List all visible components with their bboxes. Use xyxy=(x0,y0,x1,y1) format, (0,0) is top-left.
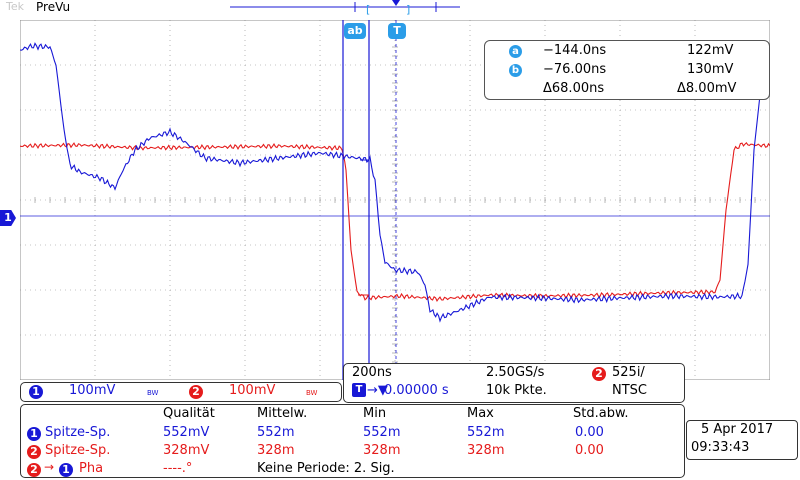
header-std-dev: Std.abw. xyxy=(573,406,629,421)
date-label: 5 Apr 2017 xyxy=(701,422,774,437)
time-label: 09:33:43 xyxy=(691,440,750,455)
horizontal-position: 0.00000 s xyxy=(384,383,449,398)
row2-mean: 328m xyxy=(257,443,295,458)
row1-mean: 552m xyxy=(257,425,295,440)
cursor-a-voltage: 122mV xyxy=(687,43,734,58)
row2-min: 328m xyxy=(363,443,401,458)
trigger-arrow-icon: →▼ xyxy=(367,383,388,398)
ch1-scale[interactable]: 100mV xyxy=(69,383,116,398)
cursor-ab-tag[interactable]: ab xyxy=(344,23,366,39)
horizontal-scale: 200ns xyxy=(352,365,392,380)
ch1-waveform xyxy=(20,42,761,323)
top-status-bar: Tek PreVu [ ] xyxy=(0,0,800,18)
trigger-source-badge: 2 xyxy=(592,367,606,381)
svg-text:]: ] xyxy=(406,3,410,16)
trigger-tag[interactable]: T xyxy=(388,23,406,39)
datetime-panel: 5 Apr 2017 09:33:43 xyxy=(686,420,798,460)
timebase-panel[interactable]: 200ns 2.50GS/s 2 525i/ T →▼ 0.00000 s 10… xyxy=(343,363,685,403)
ch2-bandwidth-limit: BW xyxy=(306,389,318,397)
acquisition-mode: PreVu xyxy=(36,0,71,14)
channel-scale-bar: 1 100mV BW 2 100mV BW xyxy=(20,382,342,402)
trigger-position-icon: T xyxy=(352,383,366,397)
brand-label: Tek xyxy=(6,0,24,13)
row2-channel-badge: 2 xyxy=(27,445,41,459)
row1-value: 552mV xyxy=(163,425,210,440)
phase-arrow-icon: → xyxy=(44,460,55,474)
phase-to-badge: 1 xyxy=(59,463,73,477)
header-quality: Qualität xyxy=(163,406,215,421)
ch1-position-marker[interactable]: 1 xyxy=(0,210,16,226)
cursor-readout-panel: a −144.0ns 122mV b −76.00ns 130mV Δ68.00… xyxy=(484,40,770,100)
cursor-a-badge: a xyxy=(509,45,522,58)
video-format: 525i/ xyxy=(612,365,645,380)
row2-name: Spitze-Sp. xyxy=(45,443,111,458)
cursor-a-time: −144.0ns xyxy=(543,43,607,58)
record-view-indicator: [ ] xyxy=(230,0,460,16)
row1-name: Spitze-Sp. xyxy=(45,425,111,440)
ch2-badge[interactable]: 2 xyxy=(189,385,203,399)
header-mean: Mittelw. xyxy=(257,406,308,421)
row1-min: 552m xyxy=(363,425,401,440)
cursor-delta-time: Δ68.00ns xyxy=(543,81,605,96)
row2-value: 328mV xyxy=(163,443,210,458)
phase-value: ----.° xyxy=(163,461,193,476)
row1-std-dev: 0.00 xyxy=(575,425,604,440)
record-length: 10k Pkte. xyxy=(486,383,547,398)
row1-max: 552m xyxy=(467,425,505,440)
ch2-scale[interactable]: 100mV xyxy=(229,383,276,398)
phase-note: Keine Periode: 2. Sig. xyxy=(257,461,395,476)
phase-from-badge: 2 xyxy=(27,463,41,477)
ch2-waveform xyxy=(20,141,770,303)
phase-name: Pha xyxy=(79,461,104,476)
header-max: Max xyxy=(467,406,494,421)
video-standard: NTSC xyxy=(612,383,647,398)
header-min: Min xyxy=(363,406,387,421)
ch1-badge[interactable]: 1 xyxy=(29,385,43,399)
svg-text:[: [ xyxy=(366,3,370,16)
cursor-b-badge: b xyxy=(509,64,522,77)
cursor-delta-voltage: Δ8.00mV xyxy=(677,81,737,96)
row2-max: 328m xyxy=(467,443,505,458)
row2-std-dev: 0.00 xyxy=(575,443,604,458)
cursor-b-voltage: 130mV xyxy=(687,62,734,77)
sample-rate: 2.50GS/s xyxy=(486,365,545,380)
measurement-panel: Qualität Mittelw. Min Max Std.abw. 1 Spi… xyxy=(20,404,685,478)
ch1-bandwidth-limit: BW xyxy=(147,389,159,397)
row1-channel-badge: 1 xyxy=(27,427,41,441)
cursor-b-time: −76.00ns xyxy=(543,62,607,77)
